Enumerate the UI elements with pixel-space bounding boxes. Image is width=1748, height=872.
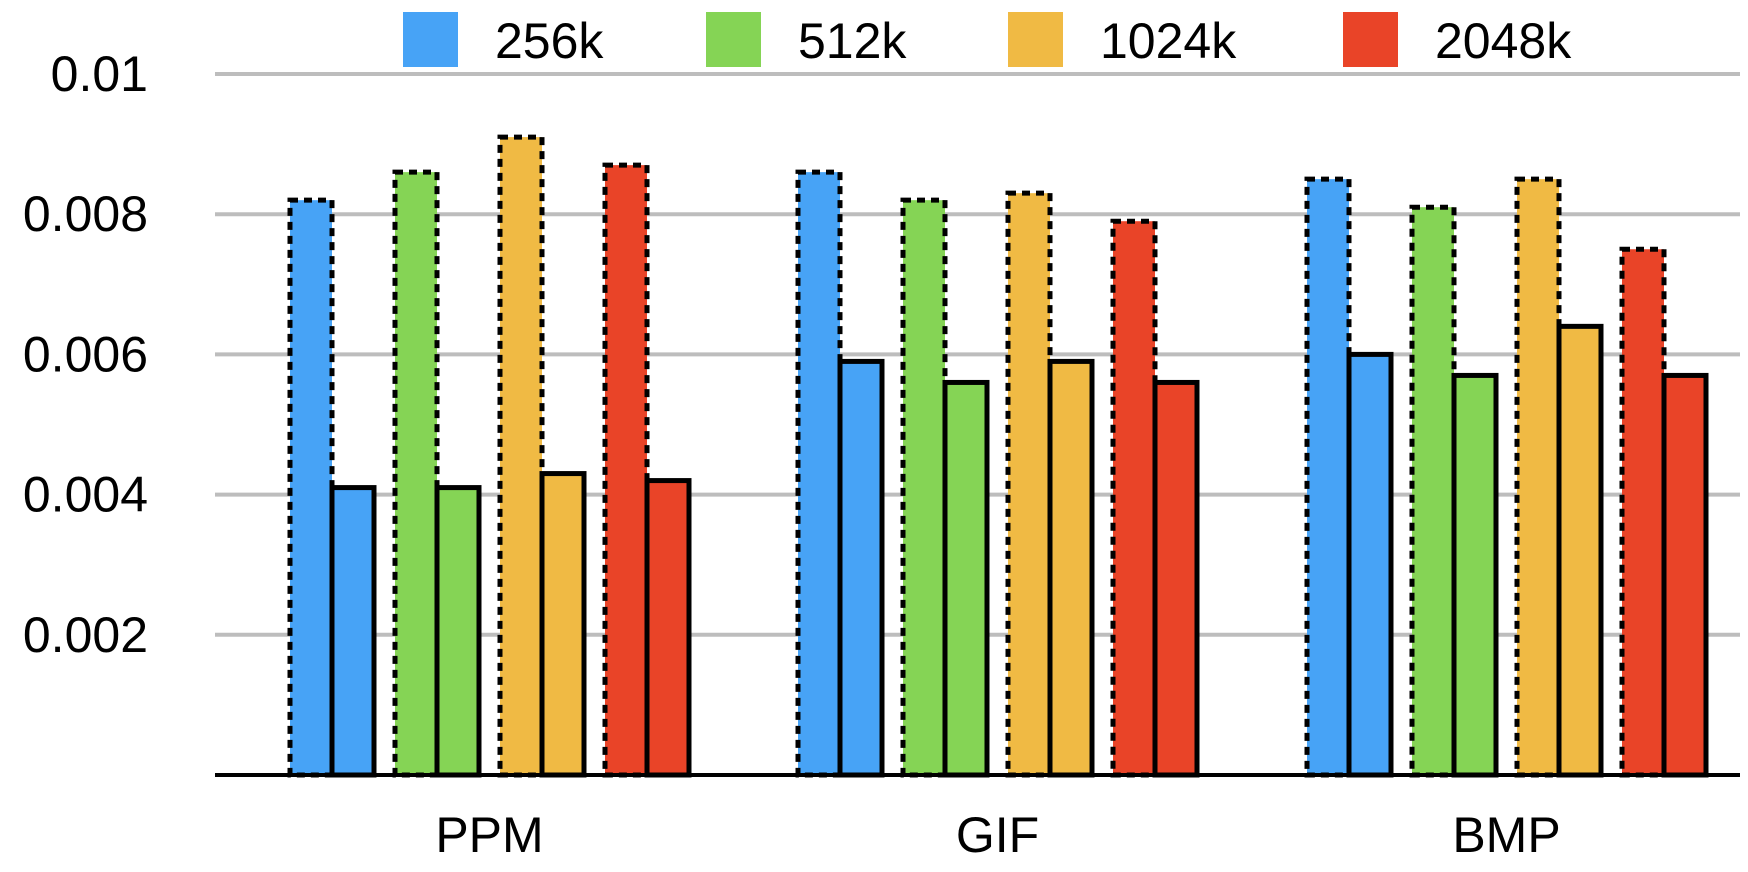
bar-256k-GIF-solid bbox=[837, 358, 885, 778]
bar-2048k-GIF-dashed bbox=[1110, 218, 1158, 778]
bar-2048k-BMP-dashed bbox=[1619, 246, 1667, 778]
bar-512k-GIF-dashed bbox=[900, 197, 948, 778]
bar-1024k-BMP-dashed bbox=[1514, 176, 1562, 778]
bar-2048k-BMP-solid bbox=[1661, 372, 1709, 778]
legend-label-256k: 256k bbox=[495, 13, 604, 69]
legend-swatch-2048k bbox=[1343, 12, 1398, 67]
x-category-label: BMP bbox=[1452, 807, 1560, 863]
bar-512k-PPM-solid bbox=[434, 485, 482, 778]
legend-swatch-1024k bbox=[1008, 12, 1063, 67]
bar-1024k-PPM-solid bbox=[539, 471, 587, 778]
bar-2048k-GIF-solid bbox=[1152, 379, 1200, 778]
bar-256k-BMP-dashed bbox=[1304, 176, 1352, 778]
bar-256k-BMP-solid bbox=[1346, 351, 1394, 778]
legend-label-512k: 512k bbox=[798, 13, 907, 69]
bar-1024k-GIF-dashed bbox=[1005, 190, 1053, 778]
x-axis-categories: PPM GIF BMP bbox=[435, 807, 1560, 863]
legend-swatch-256k bbox=[403, 12, 458, 67]
bar-256k-PPM-dashed bbox=[287, 197, 335, 778]
bar-2048k-PPM-solid bbox=[644, 478, 692, 778]
bar-1024k-PPM-dashed bbox=[497, 134, 545, 778]
bar-256k-GIF-dashed bbox=[795, 169, 843, 778]
bar-1024k-BMP-solid bbox=[1556, 323, 1604, 778]
bar-256k-PPM-solid bbox=[329, 485, 377, 778]
x-category-label: PPM bbox=[435, 807, 543, 863]
y-tick-label: 0.01 bbox=[51, 46, 148, 102]
bar-512k-PPM-dashed bbox=[392, 169, 440, 778]
y-tick-label: 0.006 bbox=[23, 326, 148, 382]
y-axis-ticks: 0.002 0.004 0.006 0.008 0.01 bbox=[23, 46, 148, 663]
bar-1024k-GIF-solid bbox=[1047, 358, 1095, 778]
bar-512k-GIF-solid bbox=[942, 379, 990, 778]
y-tick-label: 0.008 bbox=[23, 186, 148, 242]
y-tick-label: 0.004 bbox=[23, 467, 148, 523]
bar-512k-BMP-dashed bbox=[1409, 204, 1457, 778]
legend-label-1024k: 1024k bbox=[1100, 13, 1237, 69]
x-category-label: GIF bbox=[956, 807, 1039, 863]
bars bbox=[287, 134, 1709, 778]
bar-2048k-PPM-dashed bbox=[602, 162, 650, 778]
legend-swatch-512k bbox=[706, 12, 761, 67]
y-tick-label: 0.002 bbox=[23, 607, 148, 663]
legend: 256k 512k 1024k 2048k bbox=[403, 12, 1572, 69]
bar-512k-BMP-solid bbox=[1451, 372, 1499, 778]
legend-label-2048k: 2048k bbox=[1435, 13, 1572, 69]
